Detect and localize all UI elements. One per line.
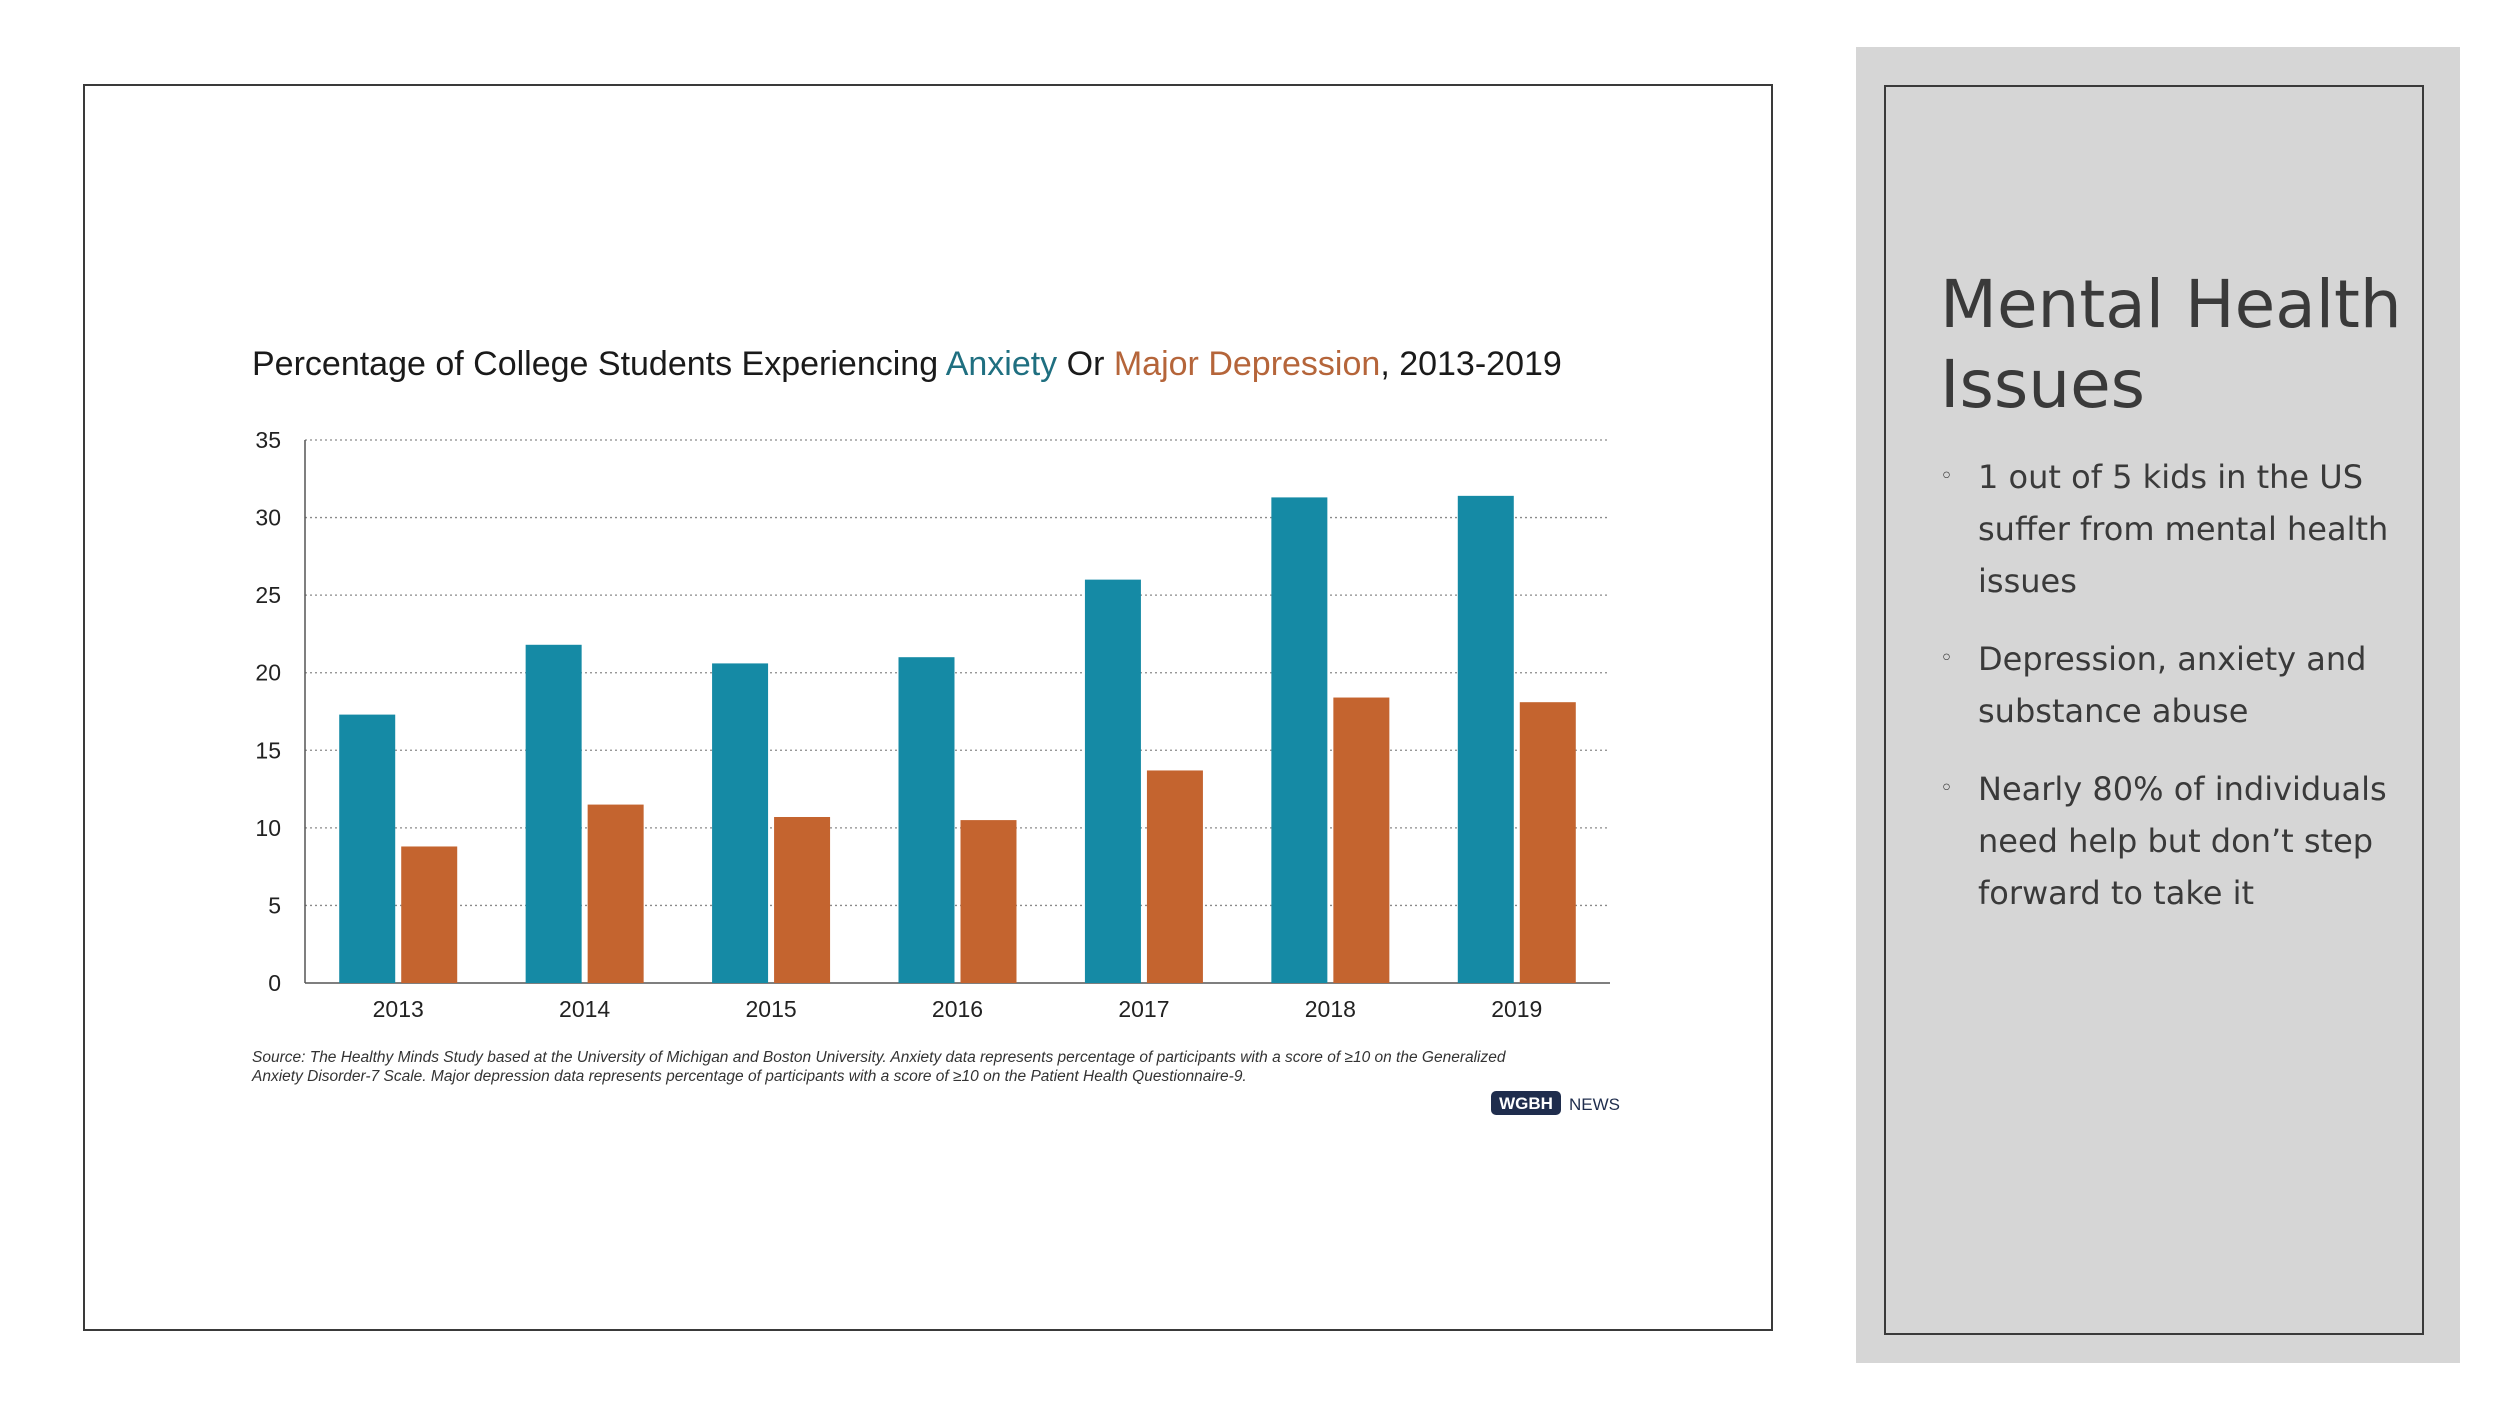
- bar-major-depression: [774, 816, 831, 983]
- bar-major-depression: [401, 846, 458, 983]
- chart-title: Percentage of College Students Experienc…: [252, 345, 1562, 383]
- bullet-text: 1 out of 5 kids in the US suffer from me…: [1978, 458, 2389, 600]
- bar-anxiety: [339, 714, 396, 983]
- slide-title: Mental Health Issues: [1940, 266, 2402, 423]
- wgbh-logo-text: WGBH: [1499, 1094, 1553, 1113]
- bar-anxiety: [898, 657, 955, 983]
- wgbh-logo-icon: [1491, 1091, 1561, 1115]
- bullet-item: ◦ Nearly 80% of individuals need help bu…: [1940, 763, 2410, 919]
- y-tick-label: 5: [268, 892, 281, 918]
- chart-title-part: Major Depression: [1114, 345, 1380, 383]
- y-tick-label: 20: [255, 660, 281, 686]
- bar-major-depression: [1519, 702, 1576, 983]
- x-tick-label: 2015: [745, 996, 796, 1022]
- sidebar-frame: [1884, 85, 2424, 1335]
- bullet-circle-icon: ◦: [1940, 646, 1953, 671]
- wgbh-news-label: NEWS: [1569, 1095, 1620, 1114]
- chart-title-part: Anxiety: [946, 345, 1058, 383]
- x-tick-label: 2019: [1491, 996, 1542, 1022]
- bullet-text: Depression, anxiety and substance abuse: [1978, 640, 2367, 730]
- x-tick-label: 2016: [932, 996, 983, 1022]
- bar-anxiety: [525, 644, 582, 983]
- y-tick-label: 30: [255, 505, 281, 531]
- source-note-line: Anxiety Disorder-7 Scale. Major depressi…: [251, 1068, 1247, 1085]
- bullet-list: ◦ 1 out of 5 kids in the US suffer from …: [1940, 451, 2410, 945]
- y-tick-label: 15: [255, 737, 281, 763]
- y-tick-label: 35: [255, 427, 281, 453]
- bar-major-depression: [587, 804, 644, 983]
- bullet-item: ◦ 1 out of 5 kids in the US suffer from …: [1940, 451, 2410, 607]
- bullet-item: ◦ Depression, anxiety and substance abus…: [1940, 633, 2410, 737]
- x-tick-label: 2013: [373, 996, 424, 1022]
- bar-anxiety: [1271, 497, 1328, 983]
- x-tick-label: 2014: [559, 996, 610, 1022]
- bar-chart: Percentage of College Students Experienc…: [251, 345, 1620, 1115]
- chart-title-part: Or: [1057, 345, 1114, 383]
- y-tick-label: 0: [268, 970, 281, 996]
- bullet-circle-icon: ◦: [1940, 464, 1953, 489]
- bullet-text: Nearly 80% of individuals need help but …: [1978, 770, 2387, 912]
- sidebar-panel: Mental Health Issues ◦ 1 out of 5 kids i…: [1856, 47, 2460, 1363]
- chart-frame: Percentage of College Students Experienc…: [83, 84, 1773, 1331]
- bar-anxiety: [1457, 495, 1514, 983]
- source-note-line: Source: The Healthy Minds Study based at…: [252, 1049, 1507, 1066]
- bullet-circle-icon: ◦: [1940, 776, 1953, 801]
- bar-anxiety: [1084, 579, 1141, 983]
- y-tick-label: 25: [255, 582, 281, 608]
- chart-title-part: Percentage of College Students Experienc…: [252, 345, 946, 383]
- x-tick-label: 2017: [1118, 996, 1169, 1022]
- bar-major-depression: [1333, 697, 1390, 983]
- y-tick-label: 10: [255, 815, 281, 841]
- bar-major-depression: [960, 820, 1017, 983]
- bar-anxiety: [712, 663, 769, 983]
- bar-major-depression: [1146, 770, 1203, 983]
- x-tick-label: 2018: [1305, 996, 1356, 1022]
- chart-title-part: , 2013-2019: [1380, 345, 1562, 383]
